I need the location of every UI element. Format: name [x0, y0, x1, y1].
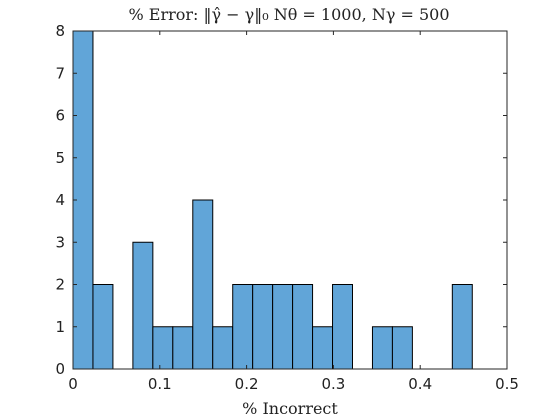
- histogram-bar: [152, 326, 174, 370]
- x-tick-label: 0.2: [235, 375, 259, 393]
- histogram-bar: [292, 284, 314, 370]
- histogram-bar: [391, 326, 413, 370]
- y-tick-label: 6: [55, 107, 65, 125]
- histogram-bar: [92, 284, 114, 370]
- x-axis-label: % Incorrect: [242, 399, 338, 418]
- histogram-bar: [371, 326, 393, 370]
- histogram-bar: [252, 284, 274, 370]
- histogram-bar: [212, 326, 234, 370]
- histogram-bar: [451, 284, 473, 370]
- x-tick-label: 0.1: [148, 375, 172, 393]
- x-tick-label: 0: [68, 375, 78, 393]
- y-tick-label: 4: [55, 191, 65, 209]
- histogram-bar: [312, 326, 334, 370]
- y-tick-label: 1: [55, 318, 65, 336]
- x-tick-label: 0.3: [321, 375, 345, 393]
- histogram-bar: [332, 284, 353, 370]
- y-tick-label: 3: [55, 233, 65, 251]
- x-tick-label: 0.4: [408, 375, 432, 393]
- y-axis: 0 1 2 3 4 5 6 7 8: [55, 22, 507, 378]
- histogram-bar: [192, 199, 214, 370]
- histogram-bar: [232, 284, 254, 370]
- histogram-bar: [272, 284, 294, 370]
- y-tick-label: 7: [55, 64, 65, 82]
- bars-group: [72, 30, 473, 370]
- histogram-bar: [132, 241, 154, 370]
- y-tick-label: 8: [55, 22, 65, 40]
- histogram-bar: [172, 326, 194, 370]
- chart-title: % Error: ‖γ̂ − γ‖₀ Nθ = 1000, Nγ = 500: [128, 5, 449, 24]
- x-axis: 0 0.1 0.2 0.3 0.4 0.5: [68, 31, 519, 393]
- y-tick-label: 0: [55, 360, 65, 378]
- x-tick-label: 0.5: [495, 375, 519, 393]
- y-tick-label: 2: [55, 276, 65, 294]
- y-tick-label: 5: [55, 149, 65, 167]
